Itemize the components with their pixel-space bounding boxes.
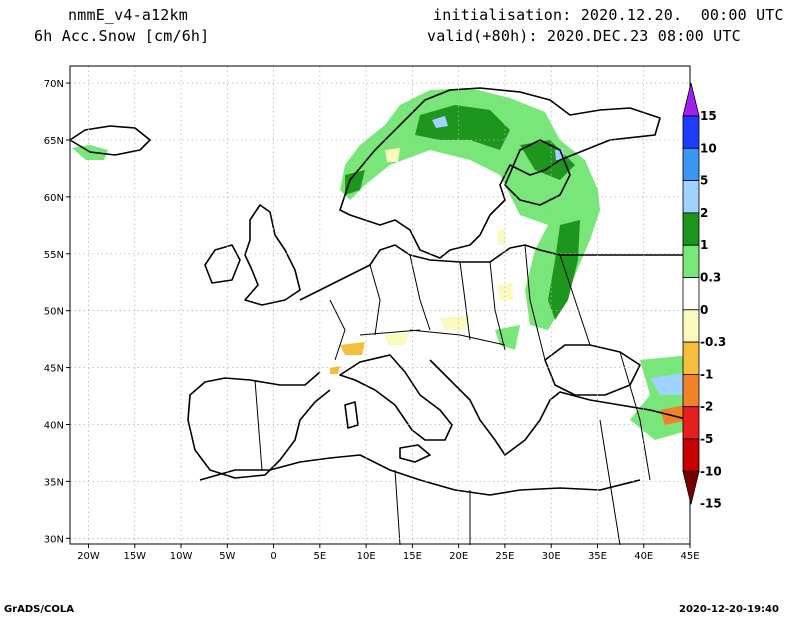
border-lines: [254, 244, 651, 546]
colorbar-bottom-arrow: [682, 470, 700, 505]
coast-iceland: [69, 125, 151, 156]
plot-timestamp: 2020-12-20-19:40: [679, 604, 779, 615]
lon-label: 15W: [123, 551, 146, 562]
colorbar-label: -1: [700, 367, 713, 381]
lat-label: 70N: [44, 79, 64, 90]
colorbar-segment: [682, 309, 700, 343]
coast-scandinavia: [339, 87, 661, 259]
colorbar-label: 5: [700, 174, 708, 188]
coast-continent: [299, 244, 690, 301]
lon-label: 20E: [449, 551, 468, 562]
coast-italy: [339, 354, 453, 441]
colorbar-segment: [682, 277, 700, 311]
colorbar-label: 2: [700, 206, 708, 220]
coast-black-sea: [544, 344, 641, 396]
lon-label: 20W: [77, 551, 100, 562]
colorbar-segment: [682, 438, 700, 472]
colorbar-label: 1: [700, 238, 708, 252]
coast-sicily-sardinia: [344, 401, 431, 463]
lat-label: 65N: [44, 136, 64, 147]
lat-label: 40N: [44, 421, 64, 432]
credit-label: GrADS/COLA: [4, 604, 74, 615]
colorbar-segment: [682, 341, 700, 375]
coast-gb: [244, 204, 301, 306]
model-title: nmmE_v4-a12km: [68, 6, 188, 24]
colorbar-label: -2: [700, 400, 713, 414]
lat-label: 30N: [44, 534, 64, 545]
lon-label: 5W: [219, 551, 235, 562]
colorbar-segment: [682, 244, 700, 278]
colorbar-segment: [682, 212, 700, 246]
colorbar-segment: [682, 147, 700, 182]
lon-label: 15E: [403, 551, 422, 562]
shade-belarus: [495, 325, 520, 350]
colorbar-label: 0: [700, 303, 708, 317]
lat-label: 50N: [44, 307, 64, 318]
coast-iberia: [187, 371, 331, 479]
lat-label: 55N: [44, 250, 64, 261]
lat-label: 45N: [44, 364, 64, 375]
coast-balkans: [429, 359, 691, 456]
shade-central-europe-neg: [385, 148, 513, 345]
shade-caucasus-blue: [650, 372, 690, 395]
lon-label: 10E: [357, 551, 376, 562]
colorbar-label: 10: [700, 141, 717, 155]
snow-shading: [72, 88, 690, 440]
initialisation-time: initialisation: 2020.12.20. 00:00 UTC: [433, 6, 784, 24]
lon-label: 5E: [314, 551, 327, 562]
variable-title: 6h Acc.Snow [cm/6h]: [34, 27, 210, 45]
shade-scandinavia-dark: [345, 105, 580, 320]
colorbar-label: 15: [700, 109, 717, 123]
colorbar-segment: [682, 115, 700, 149]
colorbar-segment: [682, 373, 700, 408]
coast-ireland: [204, 244, 241, 284]
valid-time: valid(+80h): 2020.DEC.23 08:00 UTC: [427, 27, 741, 45]
lon-label: 0: [270, 551, 276, 562]
color-bar: 15 10 5 2 1 0.3 0 -0.3 -1 -2 -5 -10 -15: [682, 82, 726, 511]
lon-label: 35E: [588, 551, 607, 562]
shade-alps-neg: [330, 342, 365, 374]
colorbar-label: -15: [700, 497, 722, 511]
lon-label: 10W: [170, 551, 193, 562]
shade-norway-blue: [432, 116, 565, 160]
lon-label: 30E: [542, 551, 561, 562]
lon-label: 45E: [680, 551, 699, 562]
coastlines: [69, 87, 691, 546]
colorbar-segment: [682, 406, 700, 440]
lat-label: 60N: [44, 193, 64, 204]
colorbar-label: 0.3: [700, 271, 721, 285]
coast-finland: [504, 139, 571, 206]
lat-label: 35N: [44, 477, 64, 488]
lon-label: 40E: [634, 551, 653, 562]
colorbar-label: -10: [700, 464, 722, 478]
coast-north-africa: [199, 454, 641, 496]
colorbar-segment: [682, 180, 700, 214]
colorbar-label: -0.3: [700, 335, 726, 349]
lon-label: 25E: [495, 551, 514, 562]
colorbar-top-arrow: [682, 82, 700, 117]
axes: 20W 15W 10W 5W 0 5E 10E 15E 20E 25E 30E 35E 40E 45E 70…: [44, 79, 700, 562]
shade-caucasus-orange: [660, 405, 688, 425]
colorbar-label: -5: [700, 432, 713, 446]
